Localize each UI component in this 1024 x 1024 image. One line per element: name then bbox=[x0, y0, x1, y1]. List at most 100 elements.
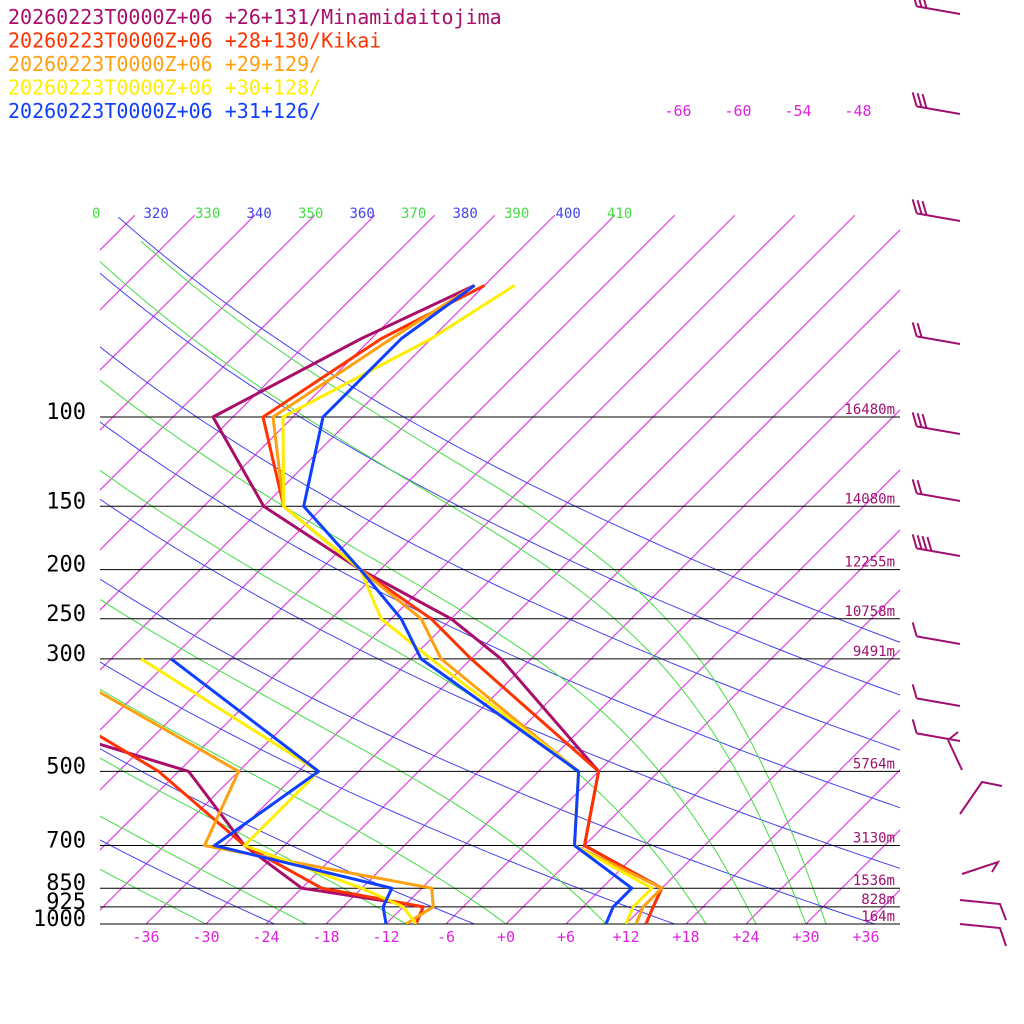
moist-adiabat-line bbox=[100, 379, 757, 924]
wind-barb bbox=[959, 899, 1007, 921]
isotherm-line bbox=[565, 589, 900, 924]
temperature-tick-label: -30 bbox=[192, 928, 219, 946]
temperature-tick-label: -24 bbox=[252, 928, 279, 946]
theta-label: 0 bbox=[92, 206, 100, 222]
dry-adiabat-line bbox=[100, 748, 476, 924]
theta-label: 400 bbox=[556, 206, 581, 222]
pressure-tick-label: 1000 bbox=[33, 907, 86, 932]
dry-adiabat-lines bbox=[100, 216, 900, 924]
wind-barb bbox=[947, 731, 963, 771]
temperature-tick-label: -18 bbox=[312, 928, 339, 946]
wind-barb bbox=[911, 479, 961, 502]
temperature-tick-label: +24 bbox=[732, 928, 759, 946]
height-label: 828m bbox=[861, 892, 895, 908]
height-label: 12255m bbox=[844, 555, 895, 571]
temperature-profile-line bbox=[302, 284, 634, 924]
wind-barb bbox=[911, 534, 961, 557]
wind-barb bbox=[911, 622, 961, 645]
isotherm-line bbox=[926, 215, 1024, 924]
wind-barb bbox=[911, 684, 961, 707]
theta-label: 330 bbox=[195, 206, 220, 222]
height-label: 164m bbox=[861, 909, 895, 925]
moist-adiabat-line bbox=[100, 757, 407, 924]
height-label: 1536m bbox=[853, 873, 895, 889]
isotherm-label: -60 bbox=[724, 102, 751, 120]
isotherm-line bbox=[100, 214, 316, 431]
theta-label: 410 bbox=[607, 206, 632, 222]
pressure-tick-label: 100 bbox=[46, 400, 86, 425]
sounding-profiles bbox=[100, 284, 664, 924]
dry-adiabat-line bbox=[100, 346, 900, 751]
wind-barb bbox=[959, 923, 1007, 947]
isotherm-line bbox=[685, 709, 900, 924]
pressure-tick-label: 500 bbox=[46, 754, 86, 779]
legend-entry: 20260223T0000Z+06 +26+131/Minamidaitojim… bbox=[8, 5, 502, 29]
isotherm-label: -48 bbox=[844, 102, 871, 120]
theta-label: 390 bbox=[504, 206, 529, 222]
dewpoint-profile-line bbox=[100, 734, 425, 924]
temperature-profile-line bbox=[281, 284, 654, 924]
pressure-tick-label: 200 bbox=[46, 553, 86, 578]
theta-label: 340 bbox=[247, 206, 272, 222]
moist-adiabat-line bbox=[100, 260, 807, 924]
height-label: 5764m bbox=[853, 756, 895, 772]
pressure-tick-label: 300 bbox=[46, 642, 86, 667]
wind-barb bbox=[911, 412, 961, 435]
pressure-tick-label: 925 bbox=[46, 890, 86, 915]
dry-adiabat-line bbox=[117, 216, 900, 643]
wind-barb bbox=[911, 719, 961, 742]
legend-entry: 20260223T0000Z+06 +28+130/Kikai bbox=[8, 29, 381, 53]
pressure-tick-label: 700 bbox=[46, 828, 86, 853]
wind-barbs bbox=[911, 0, 1007, 947]
wind-barb bbox=[911, 322, 961, 345]
theta-label: 380 bbox=[453, 206, 478, 222]
temperature-tick-label: +30 bbox=[792, 928, 819, 946]
isotherm-line bbox=[625, 649, 900, 924]
isotherm-line bbox=[100, 214, 376, 491]
temperature-tick-label: +18 bbox=[672, 928, 699, 946]
height-label: 16480m bbox=[844, 402, 895, 418]
legend-entry: 20260223T0000Z+06 +31+126/ bbox=[8, 99, 321, 123]
temperature-tick-label: +6 bbox=[557, 928, 575, 946]
dewpoint-profile-line bbox=[100, 690, 435, 924]
isotherm-line bbox=[745, 769, 900, 924]
moist-adiabat-line bbox=[100, 598, 607, 924]
isotherm-label: -54 bbox=[784, 102, 811, 120]
temperature-profile-line bbox=[211, 284, 664, 924]
moist-adiabat-line bbox=[100, 868, 207, 924]
moist-adiabat-line bbox=[100, 815, 307, 924]
dry-adiabat-line bbox=[100, 578, 877, 924]
legend-entry: 20260223T0000Z+06 +30+128/ bbox=[8, 76, 321, 100]
temperature-tick-label: -6 bbox=[437, 928, 455, 946]
temperature-tick-label: -12 bbox=[372, 928, 399, 946]
dry-adiabat-line bbox=[100, 498, 900, 869]
dewpoint-profile-line bbox=[170, 657, 394, 924]
pressure-tick-label: 250 bbox=[46, 602, 86, 627]
wind-barb bbox=[913, 0, 961, 15]
wind-barb bbox=[911, 199, 961, 222]
moist-adiabat-line bbox=[100, 469, 707, 924]
theta-label: 360 bbox=[350, 206, 375, 222]
temperature-tick-label: +12 bbox=[612, 928, 639, 946]
height-label: 10758m bbox=[844, 604, 895, 620]
moist-adiabat-line bbox=[100, 688, 507, 924]
isotherm-label: -66 bbox=[664, 102, 691, 120]
wind-barb bbox=[961, 860, 1001, 875]
isotherm-line bbox=[986, 215, 1024, 924]
wind-barb bbox=[959, 780, 1003, 815]
theta-label: 350 bbox=[298, 206, 323, 222]
dry-adiabat-line bbox=[100, 661, 677, 924]
pressure-tick-label: 150 bbox=[46, 489, 86, 514]
height-label: 14080m bbox=[844, 491, 895, 507]
theta-label: 370 bbox=[401, 206, 426, 222]
moist-adiabat-lines bbox=[100, 240, 827, 924]
isotherm-line bbox=[100, 214, 436, 551]
wind-barb bbox=[911, 92, 961, 115]
height-label: 9491m bbox=[853, 644, 895, 660]
dry-adiabat-line bbox=[100, 272, 900, 696]
isotherm-line bbox=[100, 214, 256, 371]
moist-adiabat-line bbox=[140, 240, 827, 924]
isotherm-line bbox=[0, 215, 15, 924]
